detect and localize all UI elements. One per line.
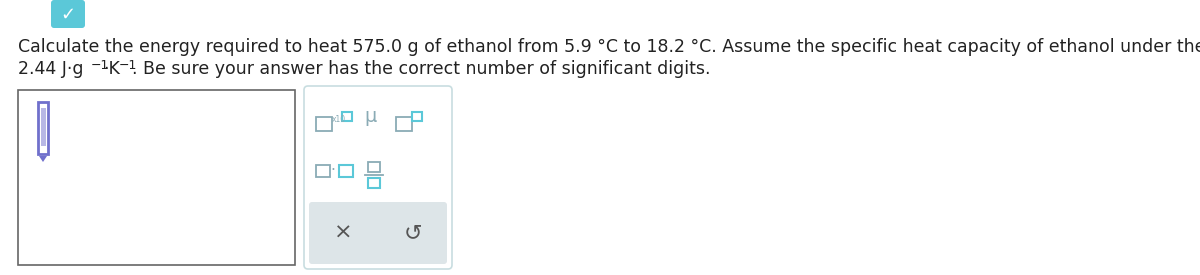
Bar xyxy=(396,117,412,131)
Bar xyxy=(340,165,353,177)
Text: ↺: ↺ xyxy=(403,223,422,243)
Text: ✓: ✓ xyxy=(60,6,76,24)
Text: −1: −1 xyxy=(91,59,109,72)
Text: . Be sure your answer has the correct number of significant digits.: . Be sure your answer has the correct nu… xyxy=(132,60,710,78)
Text: ·K: ·K xyxy=(103,60,120,78)
FancyBboxPatch shape xyxy=(50,0,85,28)
FancyBboxPatch shape xyxy=(310,202,446,264)
Bar xyxy=(342,112,352,121)
FancyBboxPatch shape xyxy=(304,86,452,269)
Bar xyxy=(368,178,380,188)
Text: Calculate the energy required to heat 575.0 g of ethanol from 5.9 °C to 18.2 °C.: Calculate the energy required to heat 57… xyxy=(18,38,1200,56)
Text: μ: μ xyxy=(365,107,377,126)
Bar xyxy=(18,90,295,265)
Polygon shape xyxy=(38,156,47,162)
Text: ×: × xyxy=(334,223,353,243)
Bar xyxy=(412,112,422,121)
Text: −1: −1 xyxy=(119,59,137,72)
Bar xyxy=(316,165,330,177)
Text: 2.44 J·g: 2.44 J·g xyxy=(18,60,84,78)
Text: ·: · xyxy=(330,164,336,178)
FancyBboxPatch shape xyxy=(41,108,46,146)
Bar xyxy=(368,162,380,172)
Text: x10: x10 xyxy=(332,116,346,125)
Bar xyxy=(316,117,332,131)
